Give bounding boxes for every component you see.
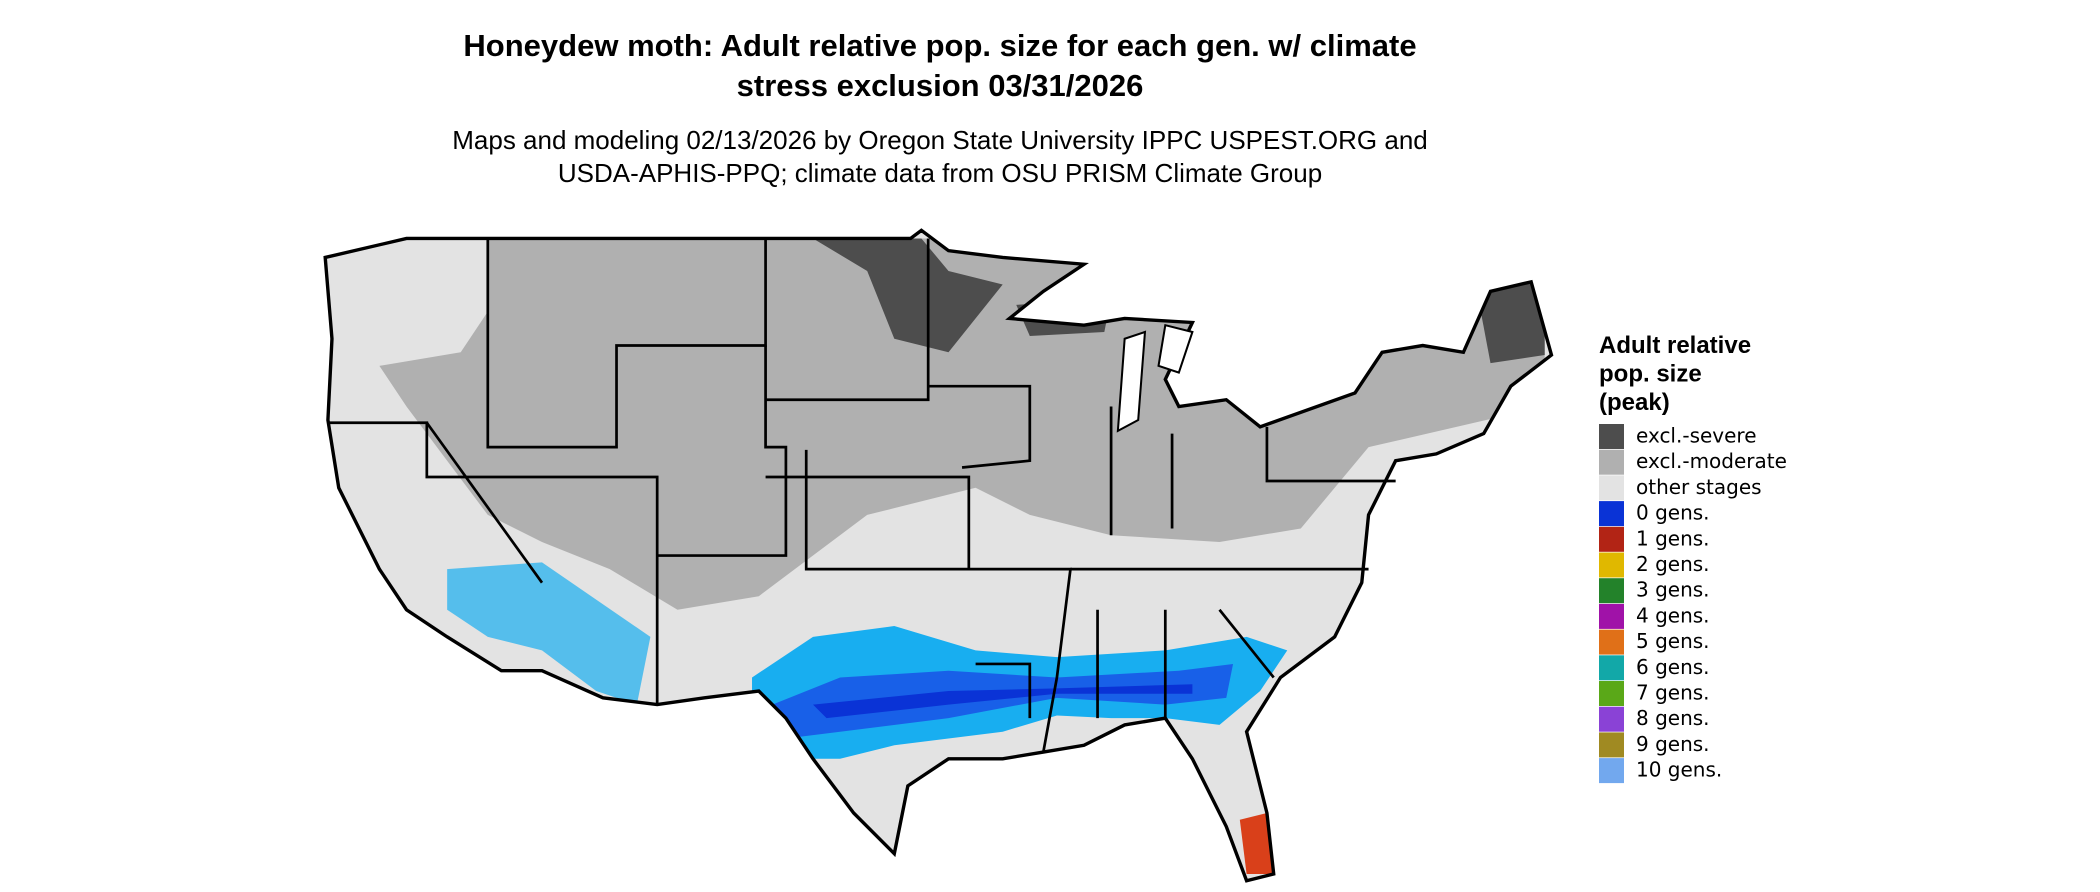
legend-label: 10 gens. — [1636, 758, 1722, 782]
legend-swatch — [1599, 578, 1624, 604]
title-line: stress exclusion 03/31/2026 — [737, 68, 1144, 103]
us-map — [323, 228, 1554, 883]
legend-title: Adult relative — [1599, 332, 1751, 359]
legend-swatch — [1599, 526, 1624, 552]
legend-label: 4 gens. — [1636, 603, 1710, 627]
subtitle-line: USDA-APHIS-PPQ; climate data from OSU PR… — [558, 158, 1322, 188]
legend-label: 3 gens. — [1636, 578, 1710, 602]
legend-swatch — [1599, 732, 1624, 758]
legend-title: pop. size — [1599, 361, 1702, 388]
legend-swatch — [1599, 681, 1624, 706]
legend-swatch — [1599, 706, 1624, 732]
title-line: Honeydew moth: Adult relative pop. size … — [463, 28, 1416, 63]
legend-label: 7 gens. — [1636, 681, 1710, 705]
legend-label: excl.-severe — [1636, 424, 1757, 448]
legend-swatch — [1599, 655, 1624, 681]
legend-swatch — [1599, 629, 1624, 655]
legend-label: other stages — [1636, 475, 1762, 499]
legend-swatch — [1599, 501, 1624, 527]
legend-label: 1 gens. — [1636, 526, 1710, 550]
legend-swatch — [1599, 552, 1624, 578]
legend-swatch — [1599, 758, 1624, 784]
legend-swatch — [1599, 449, 1624, 475]
legend-label: excl.-moderate — [1636, 449, 1787, 473]
legend-label: 2 gens. — [1636, 552, 1710, 576]
subtitle-line: Maps and modeling 02/13/2026 by Oregon S… — [452, 125, 1428, 155]
legend-label: 8 gens. — [1636, 706, 1710, 730]
legend-swatch — [1599, 475, 1624, 501]
legend-label: 5 gens. — [1636, 629, 1710, 653]
legend-swatch — [1599, 603, 1624, 629]
legend-swatch — [1599, 424, 1624, 449]
legend-label: 9 gens. — [1636, 732, 1710, 756]
legend-label: 0 gens. — [1636, 501, 1710, 525]
legend-label: 6 gens. — [1636, 655, 1710, 679]
legend-title: (peak) — [1599, 389, 1670, 416]
